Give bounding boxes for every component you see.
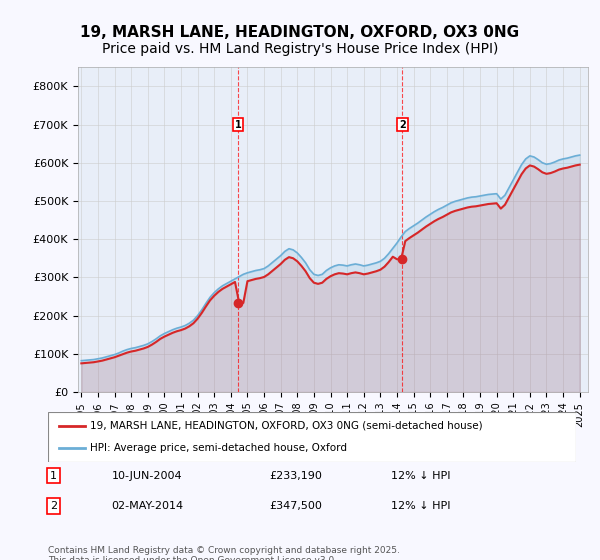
FancyBboxPatch shape bbox=[48, 412, 576, 462]
Text: 1: 1 bbox=[50, 470, 57, 480]
Text: £233,190: £233,190 bbox=[270, 470, 323, 480]
Text: Price paid vs. HM Land Registry's House Price Index (HPI): Price paid vs. HM Land Registry's House … bbox=[102, 42, 498, 56]
Text: HPI: Average price, semi-detached house, Oxford: HPI: Average price, semi-detached house,… bbox=[90, 443, 347, 453]
Text: 12% ↓ HPI: 12% ↓ HPI bbox=[391, 501, 451, 511]
Text: 10-JUN-2004: 10-JUN-2004 bbox=[112, 470, 182, 480]
Text: 19, MARSH LANE, HEADINGTON, OXFORD, OX3 0NG: 19, MARSH LANE, HEADINGTON, OXFORD, OX3 … bbox=[80, 25, 520, 40]
Text: 1: 1 bbox=[235, 119, 242, 129]
Text: 02-MAY-2014: 02-MAY-2014 bbox=[112, 501, 184, 511]
Text: 2: 2 bbox=[399, 119, 406, 129]
Text: 2: 2 bbox=[50, 501, 57, 511]
Text: Contains HM Land Registry data © Crown copyright and database right 2025.
This d: Contains HM Land Registry data © Crown c… bbox=[48, 546, 400, 560]
Text: 19, MARSH LANE, HEADINGTON, OXFORD, OX3 0NG (semi-detached house): 19, MARSH LANE, HEADINGTON, OXFORD, OX3 … bbox=[90, 421, 483, 431]
Text: £347,500: £347,500 bbox=[270, 501, 323, 511]
Text: 12% ↓ HPI: 12% ↓ HPI bbox=[391, 470, 451, 480]
